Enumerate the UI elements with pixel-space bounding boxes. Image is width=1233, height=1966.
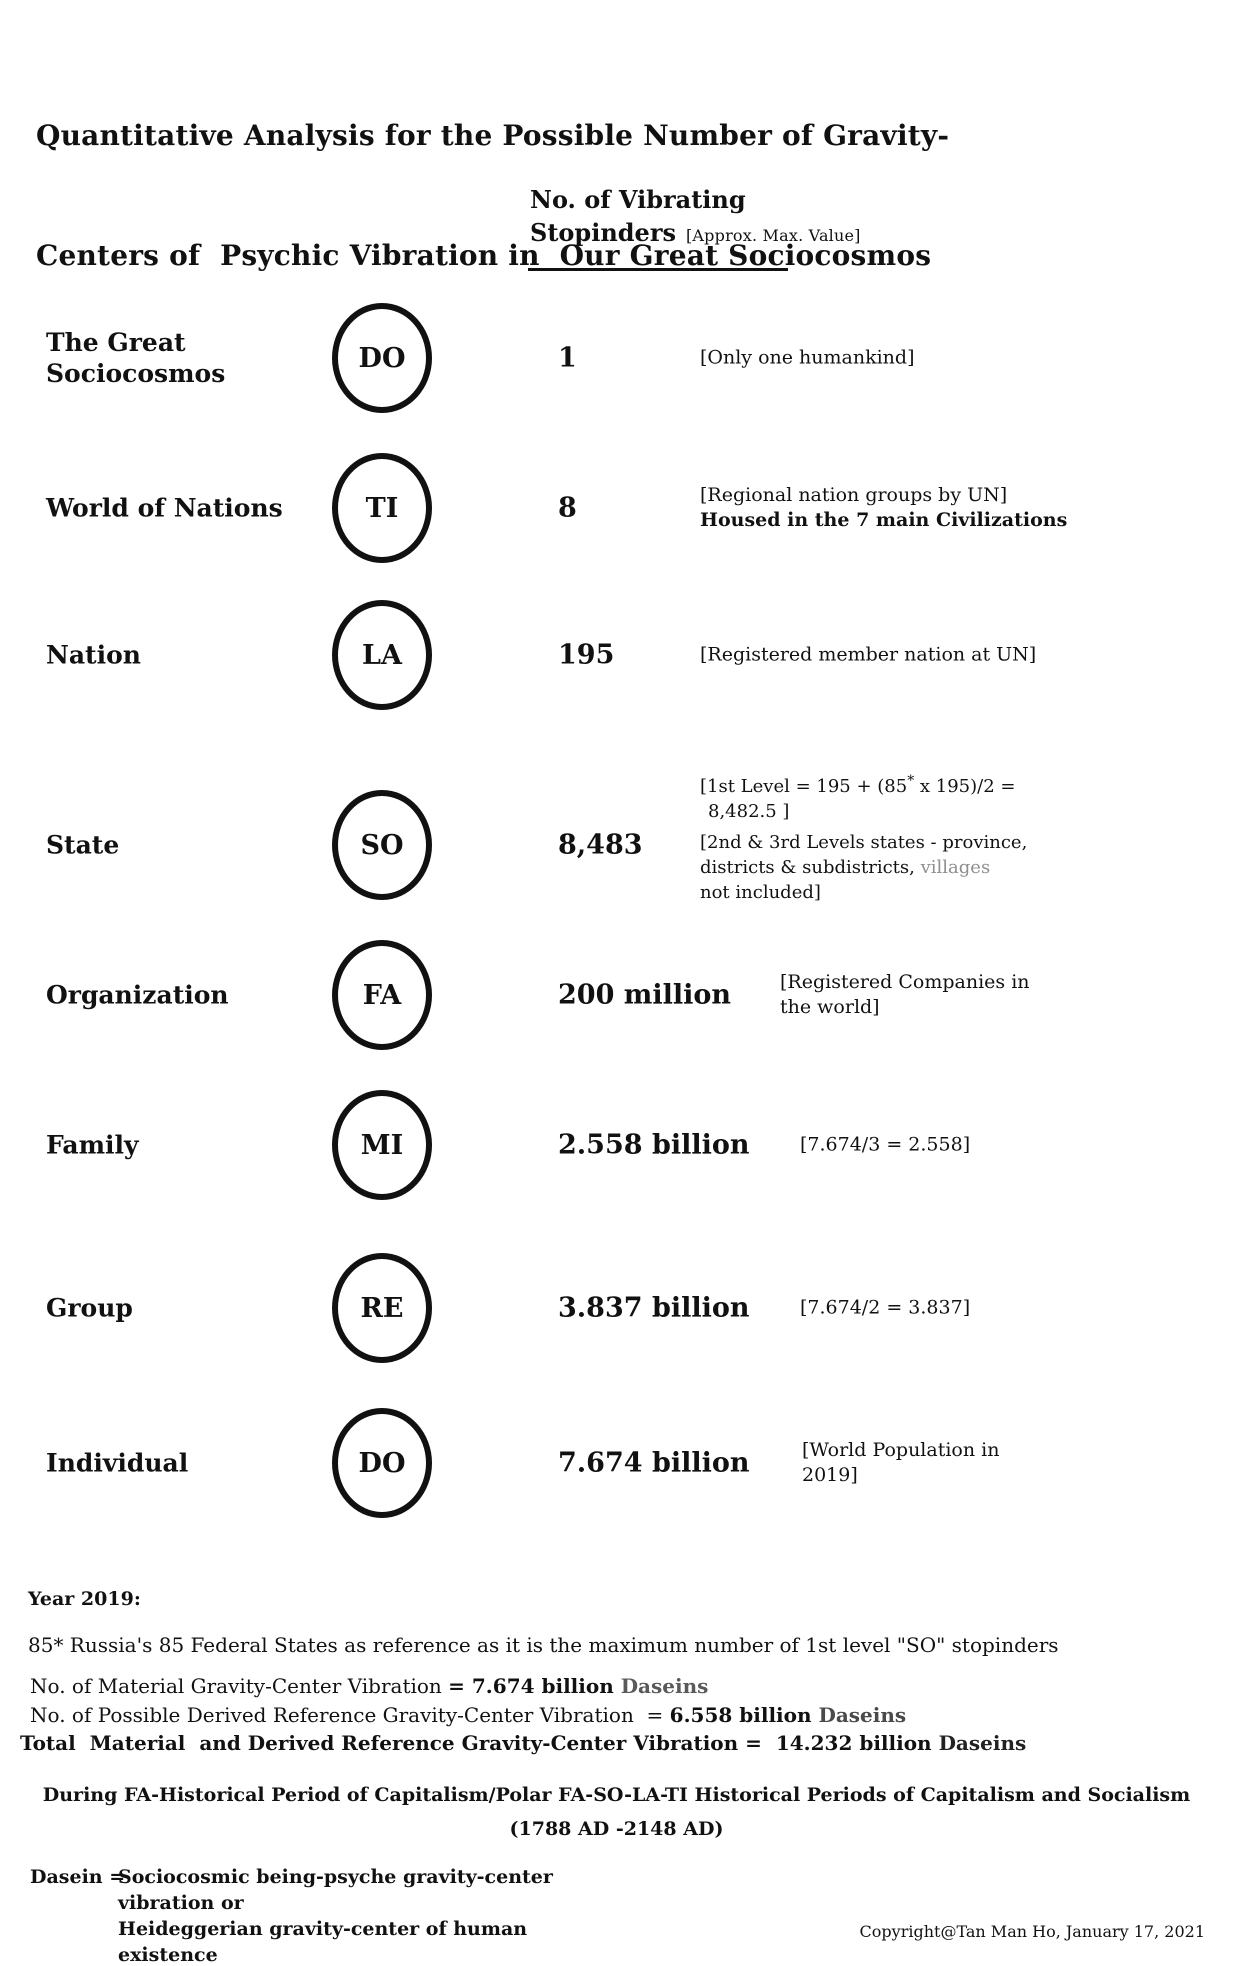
state-formula-post: x 195)/2 = — [914, 776, 1016, 797]
derived-value: 6.558 billion — [669, 1703, 819, 1727]
total-unit: Daseins — [938, 1731, 1027, 1755]
note-circle-do: DO — [332, 303, 432, 413]
note-circle-re: RE — [332, 1253, 432, 1363]
row-value: 8,483 — [558, 829, 643, 861]
row-label: Organization — [46, 980, 229, 1010]
column-header-underline — [528, 268, 788, 271]
row-group: Group RE 3.837 billion [7.674/2 = 3.837] — [0, 1253, 1233, 1363]
note-circle-fa: FA — [332, 940, 432, 1050]
note-name: FA — [362, 979, 402, 1011]
note-name: DO — [358, 1447, 406, 1479]
state-formula-pre: [1st Level = 195 + (85 — [700, 776, 908, 797]
note-name: LA — [362, 639, 402, 671]
column-header-line1: No. of Vibrating — [530, 185, 746, 214]
note-circle-so: SO — [332, 790, 432, 900]
derived-unit: Daseins — [818, 1703, 907, 1727]
dasein-definition: Dasein = Sociocosmic being-psyche gravit… — [30, 1864, 598, 1966]
row-great-sociocosmos: The Great Sociocosmos DO 1 [Only one hum… — [0, 303, 1233, 413]
row-annotation: [7.674/3 = 2.558] — [800, 1133, 971, 1156]
total-text: Total Material and Derived Reference Gra… — [20, 1731, 776, 1755]
note-name: SO — [360, 829, 404, 861]
state-levels-line1: [2nd & 3rd Levels states - province, — [700, 832, 1028, 853]
row-value: 2.558 billion — [558, 1129, 750, 1161]
row-family: Family MI 2.558 billion [7.674/3 = 2.558… — [0, 1090, 1233, 1200]
derived-text: No. of Possible Derived Reference Gravit… — [30, 1703, 670, 1727]
note-name: DO — [358, 342, 406, 374]
page-title-line2: Centers of Psychic Vibration in Our Grea… — [36, 239, 932, 272]
state-formula-result: 8,482.5 ] — [708, 801, 790, 822]
dasein-line1: Sociocosmic being-psyche gravity-center … — [118, 1866, 553, 1914]
row-label: State — [46, 830, 120, 860]
row-annotation: [Registered member nation at UN] — [700, 643, 1037, 666]
material-text: No. of Material Gravity-Center Vibration — [30, 1674, 449, 1698]
row-annotation: [Only one humankind] — [700, 346, 915, 369]
dasein-line2: Heideggerian gravity-center of human exi… — [118, 1918, 528, 1966]
column-header-line2: Stopinders [Approx. Max. Value] — [530, 216, 950, 253]
state-levels-line2-pre: districts & subdistricts, — [700, 857, 921, 878]
state-formula-line1: [1st Level = 195 + (85* x 195)/2 = — [700, 774, 1100, 799]
note-circle-do-individual: DO — [332, 1408, 432, 1518]
row-world-of-nations: World of Nations TI 8 [Regional nation g… — [0, 453, 1233, 563]
row-value: 7.674 billion — [558, 1447, 750, 1479]
row-organization: Organization FA 200 million [Registered … — [0, 940, 1233, 1050]
row-value: 1 — [558, 342, 577, 374]
row-value: 8 — [558, 492, 577, 524]
material-unit: Daseins — [620, 1674, 709, 1698]
row-state: State SO 8,483 [1st Level = 195 + (85* x… — [0, 760, 1233, 930]
reference-note: 85* Russia's 85 Federal States as refere… — [28, 1633, 1059, 1657]
row-label: World of Nations — [46, 493, 283, 523]
dasein-label: Dasein = — [30, 1866, 126, 1888]
row-nation: Nation LA 195 [Registered member nation … — [0, 600, 1233, 710]
column-header-qualifier: [Approx. Max. Value] — [685, 226, 861, 245]
row-value: 200 million — [558, 979, 731, 1011]
asterisk-superscript: * — [907, 773, 915, 789]
row-annotation: [Regional nation groups by UN] Housed in… — [700, 483, 1080, 533]
column-header: No. of Vibrating Stopinders [Approx. Max.… — [530, 184, 950, 253]
row-label: Group — [46, 1293, 133, 1323]
row-value: 3.837 billion — [558, 1292, 750, 1324]
material-vibration-line: No. of Material Gravity-Center Vibration… — [30, 1674, 708, 1698]
row-label: Nation — [46, 640, 141, 670]
historical-period-dates: (1788 AD -2148 AD) — [509, 1818, 724, 1840]
note-circle-ti: TI — [332, 453, 432, 563]
derived-vibration-line: No. of Possible Derived Reference Gravit… — [30, 1703, 906, 1727]
row-annotation-line2: Housed in the 7 main Civilizations — [700, 509, 1068, 531]
row-label: Individual — [46, 1448, 189, 1478]
total-value: 14.232 billion — [775, 1731, 939, 1755]
row-annotation: [Registered Companies in the world] — [780, 971, 1030, 1018]
total-vibration-line: Total Material and Derived Reference Gra… — [20, 1731, 1026, 1755]
note-name: RE — [360, 1292, 404, 1324]
note-circle-mi: MI — [332, 1090, 432, 1200]
row-label: The Great Sociocosmos — [46, 328, 226, 388]
page-title: Quantitative Analysis for the Possible N… — [36, 36, 1036, 356]
copyright-notice: Copyright@Tan Man Ho, January 17, 2021 — [859, 1922, 1205, 1941]
row-value: 195 — [558, 639, 615, 671]
note-name: TI — [365, 492, 399, 524]
note-name: MI — [360, 1129, 404, 1161]
dasein-text: Sociocosmic being-psyche gravity-center … — [118, 1864, 598, 1966]
state-levels-line2: districts & subdistricts, villages — [700, 855, 1100, 880]
row-label: Family — [46, 1130, 139, 1160]
year-label: Year 2019: — [28, 1588, 141, 1610]
row-annotation: [7.674/2 = 3.837] — [800, 1296, 971, 1319]
page-title-line1: Quantitative Analysis for the Possible N… — [36, 119, 950, 152]
material-value: = 7.674 billion — [448, 1674, 621, 1698]
note-circle-la: LA — [332, 600, 432, 710]
state-levels-line3: not included] — [700, 882, 821, 903]
row-annotation: [1st Level = 195 + (85* x 195)/2 = 8,482… — [700, 774, 1100, 905]
row-individual: Individual DO 7.674 billion [World Popul… — [0, 1408, 1233, 1518]
row-annotation-line1: [Regional nation groups by UN] — [700, 484, 1008, 506]
row-annotation: [World Population in 2019] — [802, 1439, 1000, 1486]
historical-period-line: During FA-Historical Period of Capitalis… — [42, 1784, 1191, 1806]
column-header-stopinders: Stopinders — [530, 218, 676, 247]
state-levels-villages: villages — [920, 857, 991, 878]
